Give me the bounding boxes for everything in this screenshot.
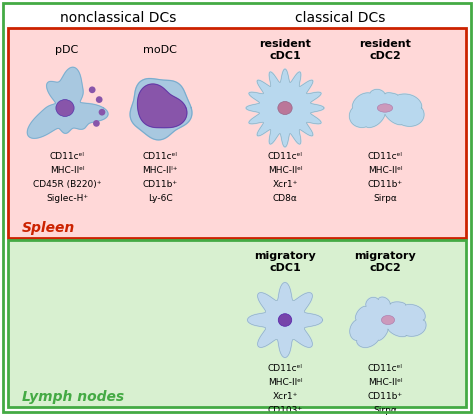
Polygon shape [247, 283, 322, 357]
Text: pDC: pDC [55, 45, 79, 55]
Text: CD11cᵉˡ: CD11cᵉˡ [143, 151, 177, 161]
Text: Sirpα: Sirpα [373, 193, 397, 203]
Text: Ly-6C: Ly-6C [148, 193, 173, 203]
Text: migratory
cDC2: migratory cDC2 [354, 251, 416, 273]
Circle shape [96, 96, 102, 103]
Polygon shape [27, 67, 108, 138]
Text: resident
cDC1: resident cDC1 [259, 39, 311, 61]
Text: Spleen: Spleen [22, 221, 75, 235]
Text: Sirpα: Sirpα [373, 405, 397, 415]
Text: Lymph nodes: Lymph nodes [22, 390, 124, 404]
Polygon shape [349, 89, 424, 127]
Text: Siglec-H⁺: Siglec-H⁺ [46, 193, 88, 203]
Text: moDC: moDC [143, 45, 177, 55]
Text: CD11cᵉˡ: CD11cᵉˡ [50, 151, 84, 161]
FancyBboxPatch shape [8, 28, 466, 238]
Text: classical DCs: classical DCs [295, 11, 385, 25]
Text: migratory
cDC1: migratory cDC1 [254, 251, 316, 273]
Text: CD11b⁺: CD11b⁺ [143, 180, 178, 188]
Circle shape [93, 120, 100, 127]
Text: CD11b⁺: CD11b⁺ [367, 180, 402, 188]
Text: CD11cᵉˡ: CD11cᵉˡ [267, 364, 302, 373]
Polygon shape [130, 78, 192, 140]
FancyBboxPatch shape [8, 240, 466, 407]
Text: CD8α: CD8α [273, 193, 298, 203]
Polygon shape [137, 84, 187, 128]
Text: CD11b⁺: CD11b⁺ [367, 391, 402, 400]
Text: CD103⁺: CD103⁺ [267, 405, 302, 415]
Text: CD11cᵉˡ: CD11cᵉˡ [367, 364, 402, 373]
Text: MHC-IIᵉˡ: MHC-IIᵉˡ [268, 166, 302, 174]
Circle shape [89, 86, 96, 93]
Ellipse shape [278, 314, 292, 326]
Text: MHC-IIᵉˡ: MHC-IIᵉˡ [50, 166, 84, 174]
Text: nonclassical DCs: nonclassical DCs [60, 11, 176, 25]
Ellipse shape [377, 104, 392, 112]
Text: resident
cDC2: resident cDC2 [359, 39, 411, 61]
Polygon shape [350, 297, 426, 347]
Text: CD11cᵉˡ: CD11cᵉˡ [267, 151, 302, 161]
Text: Xcr1⁺: Xcr1⁺ [272, 391, 298, 400]
Circle shape [99, 109, 105, 115]
Ellipse shape [56, 100, 74, 116]
Text: MHC-IIˡ⁺: MHC-IIˡ⁺ [142, 166, 178, 174]
Text: MHC-IIᵉˡ: MHC-IIᵉˡ [268, 378, 302, 386]
Text: CD11cᵉˡ: CD11cᵉˡ [367, 151, 402, 161]
Text: Xcr1⁺: Xcr1⁺ [272, 180, 298, 188]
Text: MHC-IIᵉˡ: MHC-IIᵉˡ [368, 378, 402, 386]
Text: CD45R (B220)⁺: CD45R (B220)⁺ [33, 180, 101, 188]
Polygon shape [246, 69, 324, 147]
Text: MHC-IIᵉˡ: MHC-IIᵉˡ [368, 166, 402, 174]
Ellipse shape [278, 102, 292, 115]
Ellipse shape [382, 315, 394, 325]
